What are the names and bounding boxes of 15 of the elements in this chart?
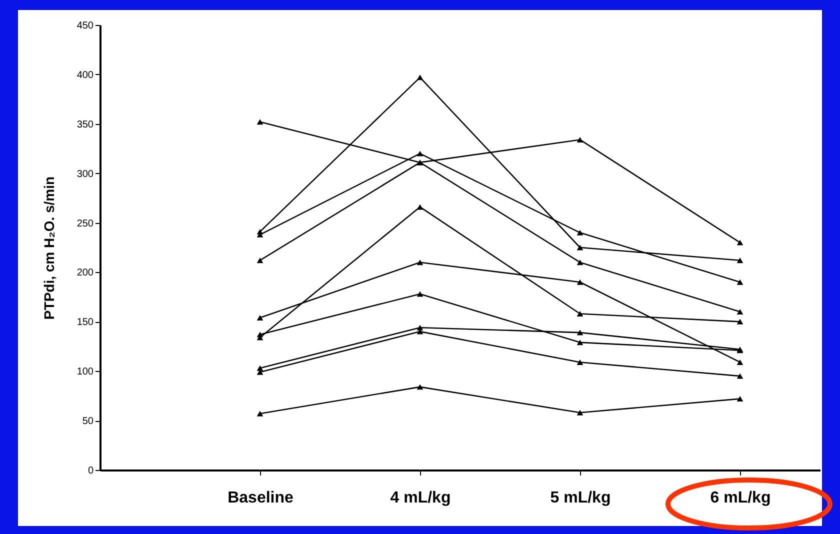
x-tick-label: 5 mL/kg [550, 490, 611, 506]
x-tick-label: 4 mL/kg [390, 490, 451, 506]
x-tick-label: 6 mL/kg [710, 490, 771, 506]
y-tick-label: 450 [76, 20, 94, 32]
y-tick-label: 300 [76, 168, 94, 180]
y-tick-label: 250 [76, 218, 94, 230]
y-axis-title: PTPdi, cm H₂O. s/min [40, 176, 57, 320]
y-tick-label: 0 [88, 466, 94, 476]
x-tick-label: Baseline [228, 490, 294, 506]
y-tick-label: 400 [76, 70, 94, 81]
y-tick-label: 150 [76, 317, 94, 328]
y-tick-label: 350 [76, 119, 94, 130]
y-tick-label: 50 [82, 416, 94, 428]
y-tick-label: 200 [76, 268, 94, 279]
y-tick-label: 100 [76, 366, 94, 378]
